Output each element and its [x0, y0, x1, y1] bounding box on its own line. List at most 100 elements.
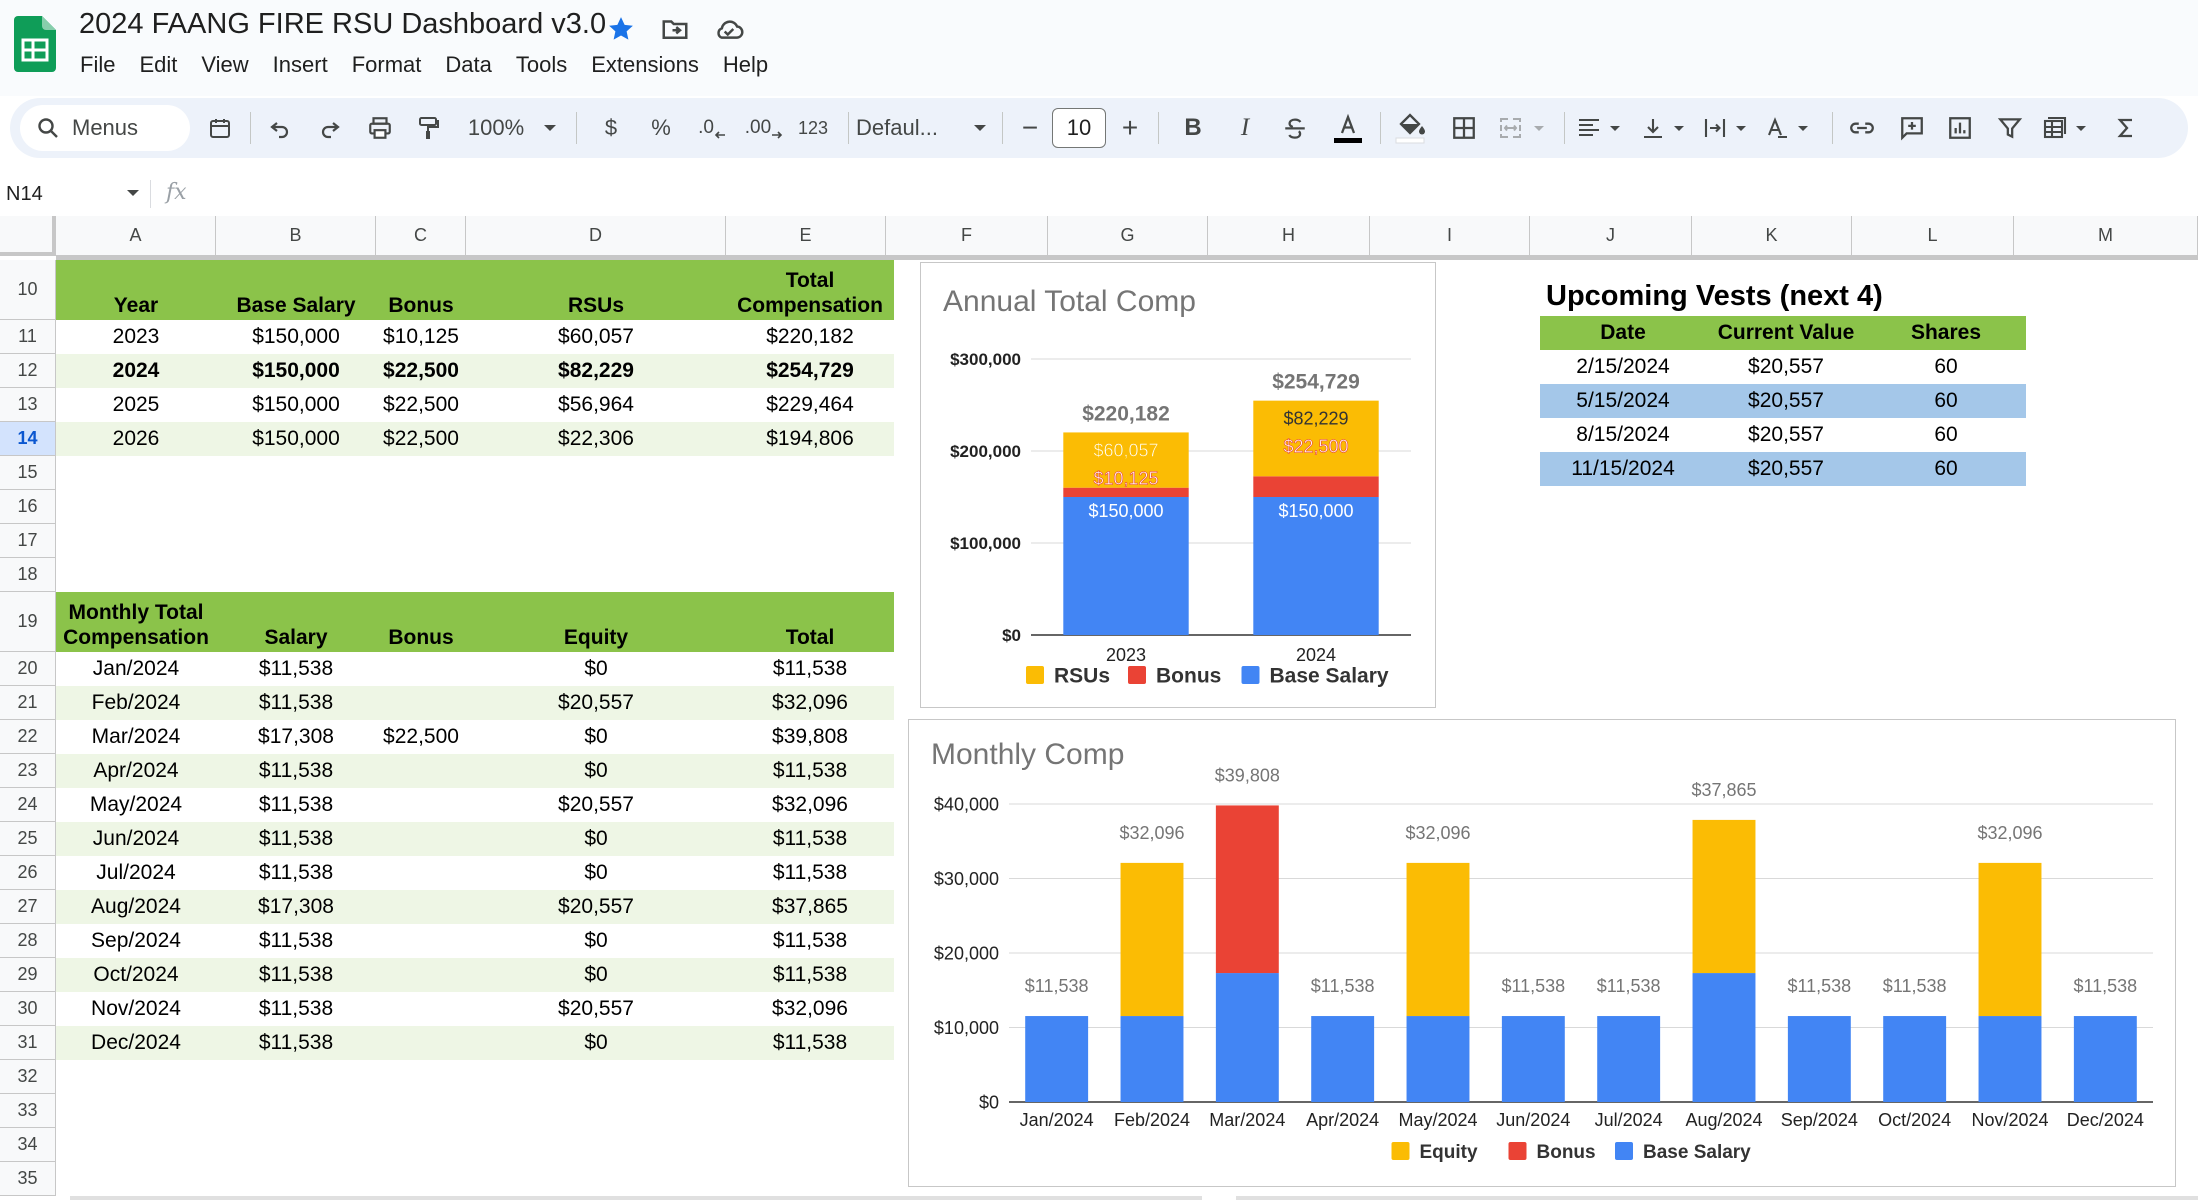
table-cell[interactable]: Monthly Total Compensation	[63, 601, 209, 649]
table-cell[interactable]: $0	[584, 725, 608, 748]
font-dropdown-icon[interactable]	[970, 98, 990, 158]
table-cell[interactable]: $32,096	[772, 997, 848, 1020]
table-cell[interactable]: 2024	[112, 359, 160, 382]
sheets-logo-icon[interactable]	[14, 16, 56, 72]
table-cell[interactable]: Sep/2024	[91, 929, 181, 952]
table-cell[interactable]: $150,000	[252, 393, 340, 416]
row-header[interactable]: 27	[0, 890, 56, 924]
table-cell[interactable]: 60	[1934, 423, 1958, 446]
row-header[interactable]: 23	[0, 754, 56, 788]
table-cell[interactable]: $22,306	[558, 427, 634, 450]
table-cell[interactable]: $11,538	[258, 1031, 334, 1054]
bar-segment[interactable]	[1501, 1016, 1565, 1102]
annual-total-comp-chart[interactable]: Annual Total Comp $0 $100,000 $200,000 $300,…	[920, 262, 1436, 708]
table-cell[interactable]: Year	[113, 294, 159, 317]
table-cell[interactable]: Bonus	[388, 626, 454, 649]
row-header[interactable]: 26	[0, 856, 56, 890]
zoom-select[interactable]: 100%	[456, 98, 536, 158]
row-header[interactable]: 21	[0, 686, 56, 720]
functions-icon[interactable]	[2108, 98, 2144, 158]
row-header[interactable]: 28	[0, 924, 56, 958]
monthly-comp-chart[interactable]: Monthly Comp $0 $10,000 $20,000 $30,000 $40,0…	[908, 719, 2176, 1187]
bar-segment[interactable]	[1215, 973, 1279, 1102]
table-cell[interactable]: $32,096	[772, 793, 848, 816]
horizontal-scroll-track[interactable]	[70, 1196, 1202, 1200]
menu-help[interactable]: Help	[722, 52, 769, 77]
table-cell[interactable]: Base Salary	[236, 294, 356, 317]
table-cell[interactable]: $150,000	[252, 359, 340, 382]
table-cell[interactable]: $229,464	[766, 393, 854, 416]
table-cell[interactable]: Total	[785, 626, 835, 649]
row-header[interactable]: 13	[0, 388, 56, 422]
row-header[interactable]: 30	[0, 992, 56, 1026]
table-cell[interactable]: 2026	[112, 427, 160, 450]
table-cell[interactable]: $22,500	[383, 725, 459, 748]
table-cell[interactable]: $10,125	[383, 325, 459, 348]
increase-decimal-button[interactable]: .00	[738, 98, 790, 158]
bar-segment[interactable]	[1025, 1016, 1089, 1102]
table-cell[interactable]: Total Compensation	[737, 269, 883, 317]
calendar-icon[interactable]	[202, 98, 238, 158]
table-cell[interactable]: $11,538	[772, 929, 848, 952]
decrease-decimal-button[interactable]: .0	[690, 98, 734, 158]
table-cell[interactable]	[376, 754, 466, 788]
table-cell[interactable]: 11/15/2024	[1571, 457, 1675, 480]
strikethrough-icon[interactable]	[1278, 98, 1312, 158]
table-cell[interactable]: Oct/2024	[93, 963, 179, 986]
column-header[interactable]: G	[1048, 216, 1208, 256]
table-cell[interactable]: Apr/2024	[93, 759, 179, 782]
table-cell[interactable]: 2023	[112, 325, 160, 348]
row-header[interactable]: 14	[0, 422, 56, 456]
table-cell[interactable]: $11,538	[772, 1031, 848, 1054]
table-cell[interactable]: $22,500	[383, 359, 459, 382]
font-size-input[interactable]: 10	[1052, 108, 1106, 148]
table-cell[interactable]: 60	[1934, 355, 1958, 378]
table-cell[interactable]	[376, 924, 466, 958]
table-cell[interactable]: $32,096	[772, 691, 848, 714]
vertical-align-icon[interactable]	[1638, 98, 1694, 158]
bar-segment[interactable]	[1063, 432, 1189, 488]
table-cell[interactable]: $11,538	[772, 759, 848, 782]
table-cell[interactable]: $11,538	[258, 827, 334, 850]
borders-icon[interactable]	[1446, 98, 1482, 158]
table-cell[interactable]: May/2024	[89, 793, 183, 816]
fill-color-icon[interactable]	[1390, 98, 1430, 158]
bar-segment[interactable]	[1978, 1016, 2042, 1102]
menu-format[interactable]: Format	[351, 52, 422, 77]
star-icon[interactable]	[604, 12, 638, 46]
table-cell[interactable]: 5/15/2024	[1576, 389, 1670, 412]
bar-segment[interactable]	[1597, 1016, 1661, 1102]
row-header[interactable]: 10	[0, 260, 56, 320]
menu-edit[interactable]: Edit	[139, 52, 178, 77]
table-cell[interactable]: Mar/2024	[91, 725, 181, 748]
increase-font-size-button[interactable]: +	[1114, 98, 1146, 158]
column-header[interactable]: A	[56, 216, 216, 256]
table-cell[interactable]: Dec/2024	[91, 1031, 181, 1054]
table-cell[interactable]: $39,808	[772, 725, 848, 748]
table-cell[interactable]: $56,964	[558, 393, 634, 416]
insert-link-icon[interactable]	[1844, 98, 1880, 158]
table-cell[interactable]: $20,557	[558, 691, 634, 714]
undo-icon[interactable]	[262, 98, 298, 158]
table-cell[interactable]: $20,557	[1748, 457, 1824, 480]
table-cell[interactable]: $0	[584, 759, 608, 782]
table-cell[interactable]: Jul/2024	[96, 861, 176, 884]
italic-icon[interactable]: I	[1240, 114, 1250, 141]
bar-segment[interactable]	[1692, 973, 1756, 1102]
table-cell[interactable]: $11,538	[772, 963, 848, 986]
row-header[interactable]: 31	[0, 1026, 56, 1060]
table-cell[interactable]: Nov/2024	[91, 997, 181, 1020]
table-cell[interactable]: $17,308	[258, 725, 334, 748]
row-header[interactable]: 25	[0, 822, 56, 856]
table-cell[interactable]: $20,557	[558, 793, 634, 816]
bold-icon[interactable]: B	[1184, 114, 1202, 141]
table-cell[interactable]: $0	[584, 657, 608, 680]
insert-comment-icon[interactable]	[1894, 98, 1930, 158]
table-cell[interactable]: $11,538	[258, 657, 334, 680]
name-box[interactable]: N14	[0, 172, 148, 216]
row-header[interactable]: 12	[0, 354, 56, 388]
table-cell[interactable]: $150,000	[252, 427, 340, 450]
table-cell[interactable]: $22,500	[383, 427, 459, 450]
filter-icon[interactable]	[1992, 98, 2028, 158]
column-header[interactable]: J	[1530, 216, 1692, 256]
